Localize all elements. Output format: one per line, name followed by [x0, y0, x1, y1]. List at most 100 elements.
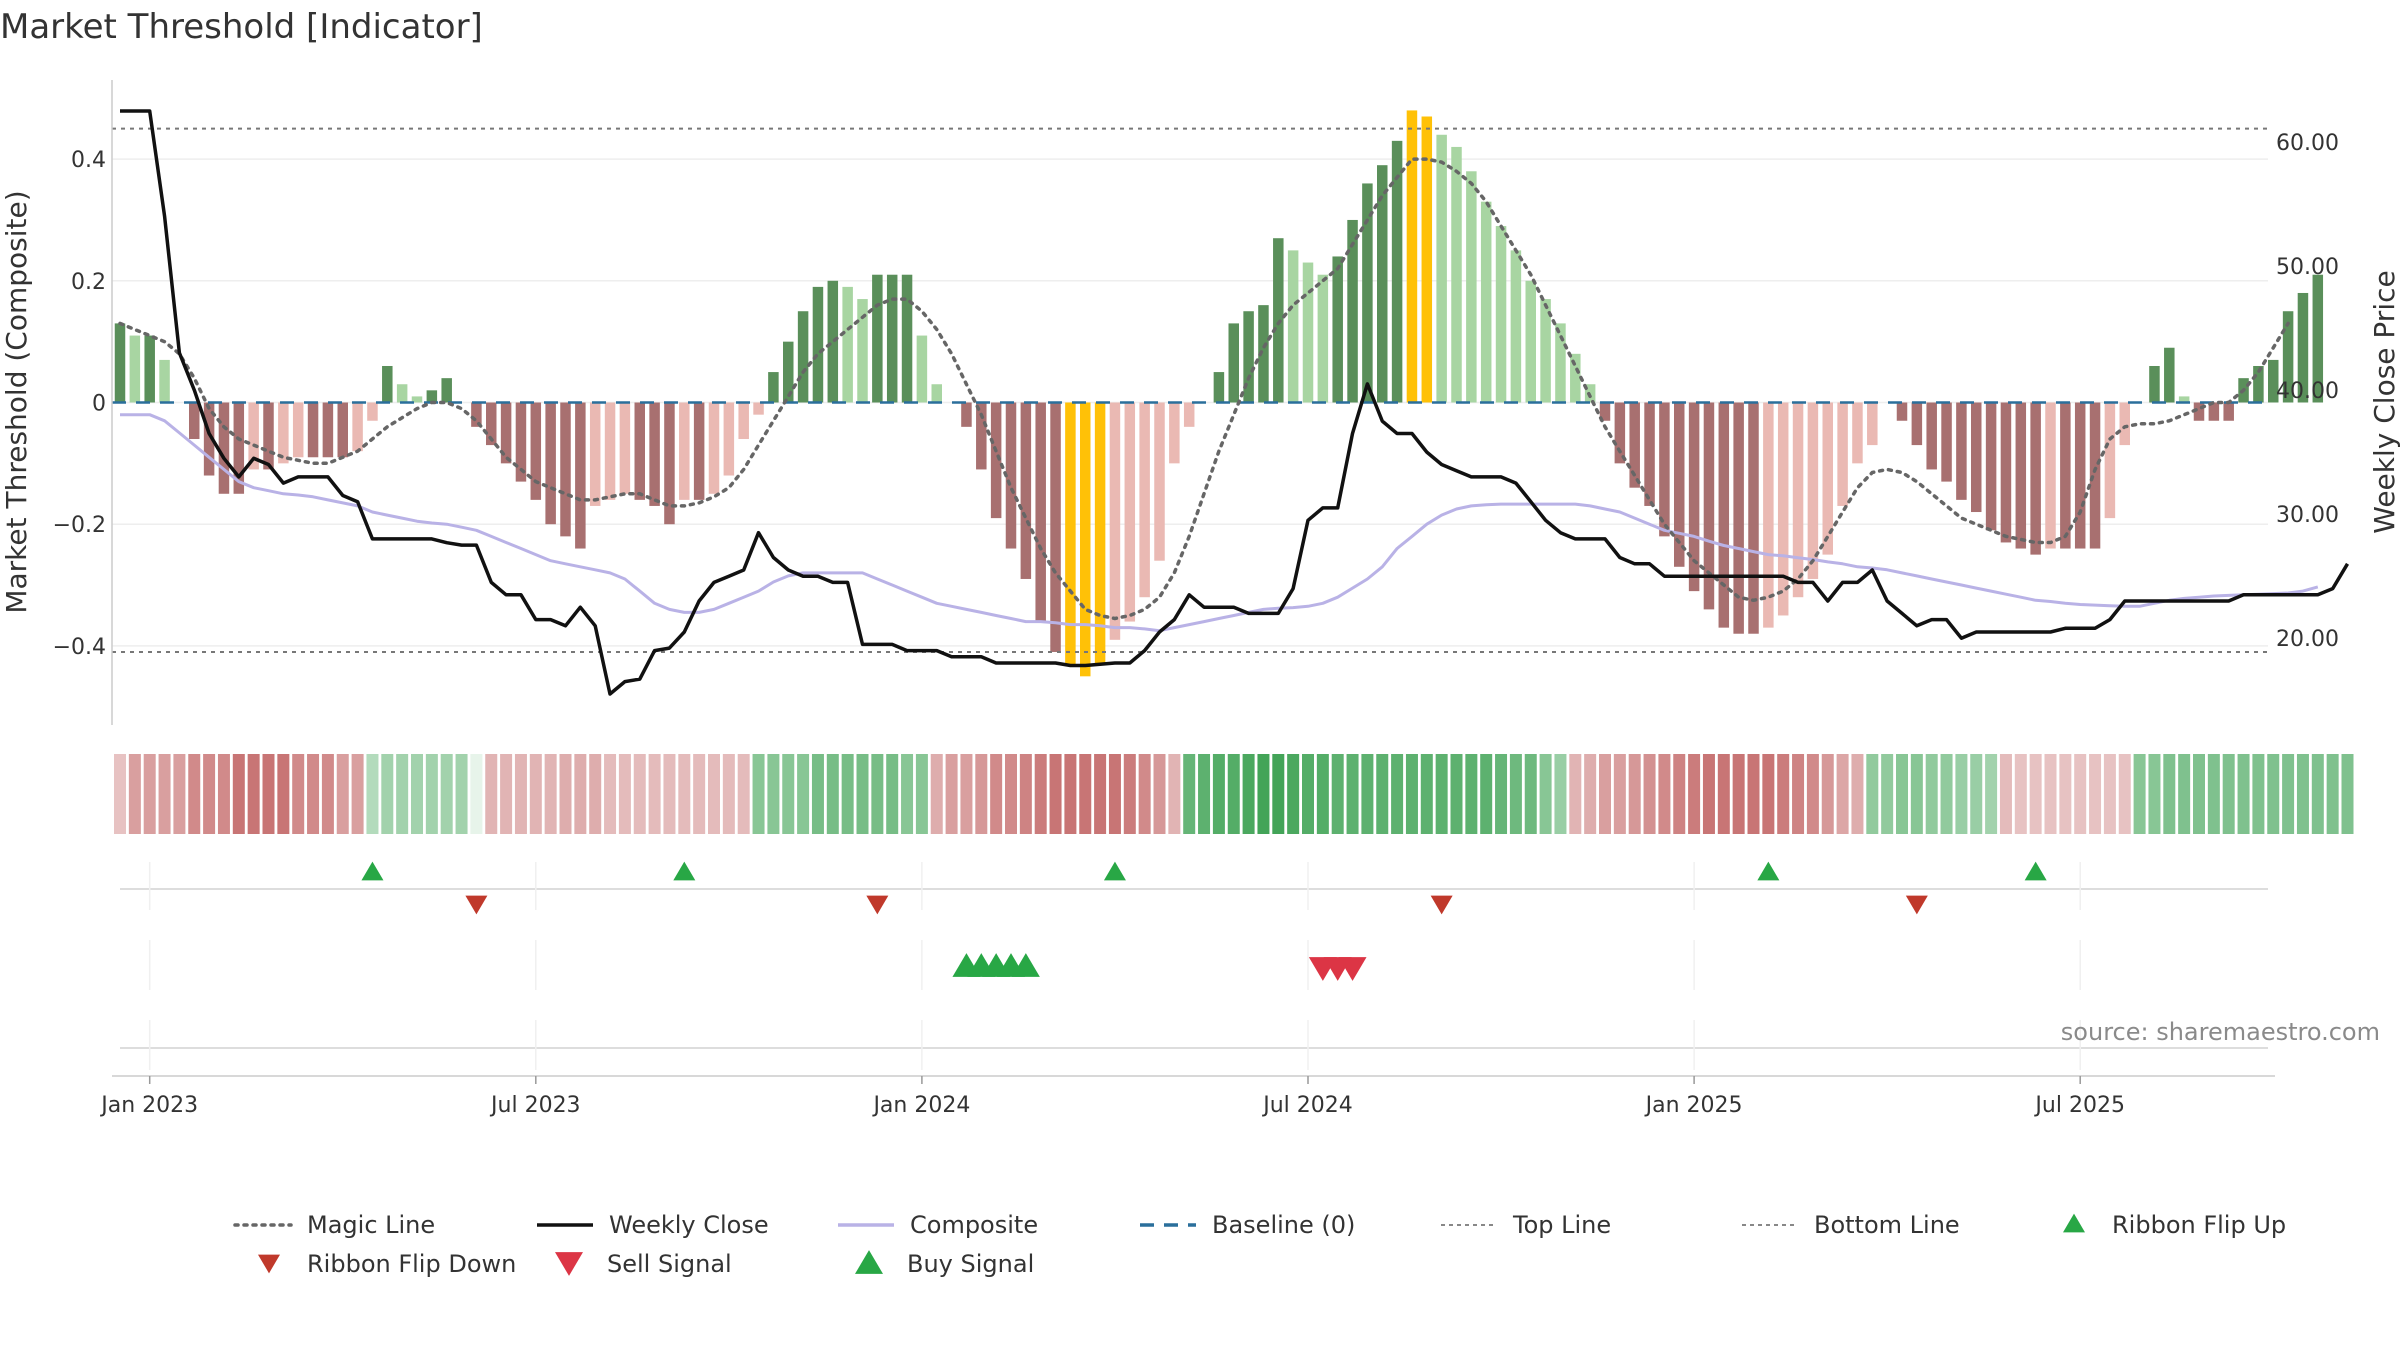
ribbon-cell: [1673, 754, 1686, 834]
magic-line: [118, 157, 2290, 621]
ribbon-cell: [336, 754, 349, 834]
ribbon-cell: [1688, 754, 1701, 834]
ribbon-cell: [1153, 754, 1166, 834]
ribbon-cell: [470, 754, 483, 834]
ribbon-cell: [1198, 754, 1211, 834]
histogram-bar: [1807, 402, 1819, 579]
histogram-bar: [1985, 402, 1997, 531]
ribbon-cell: [277, 754, 290, 834]
legend-label: Ribbon Flip Down: [307, 1250, 516, 1278]
ribbon-cell: [2133, 754, 2146, 834]
histogram-bars: [114, 110, 2324, 677]
histogram-bar: [1436, 134, 1447, 403]
ribbon-cell: [1005, 754, 1017, 834]
histogram-bar: [1822, 402, 1833, 555]
histogram-bar: [649, 402, 660, 506]
histogram-bar: [723, 402, 735, 476]
histogram-bar: [2164, 347, 2175, 403]
legend-item: Ribbon Flip Down: [258, 1250, 516, 1278]
ribbon-cell: [975, 754, 988, 834]
histogram-bar: [1287, 250, 1299, 403]
histogram-bar: [1421, 116, 1433, 403]
legend-swatch: [2063, 1213, 2085, 1233]
ribbon-cell: [2178, 754, 2191, 834]
histogram-bar: [396, 384, 408, 403]
ribbon-cell: [1584, 754, 1597, 834]
ribbon-cell: [1346, 754, 1359, 834]
ribbon-cell: [203, 754, 216, 834]
histogram-bar: [560, 402, 571, 537]
ribbon-flip-up-marker: [1757, 861, 1780, 881]
histogram-bar: [1971, 402, 1982, 513]
ribbon-cell: [1272, 754, 1285, 834]
histogram-bar: [1688, 402, 1700, 592]
histogram-bar: [2193, 402, 2205, 421]
x-tick-label: Jul 2025: [2033, 1093, 2125, 1118]
ribbon-cell: [485, 754, 498, 834]
histogram-bar: [1777, 402, 1789, 616]
ribbon-cell: [262, 754, 275, 834]
ribbon-cell: [633, 754, 646, 834]
right-axis-title: Weekly Close Price: [2368, 270, 2400, 533]
histogram-bar: [2104, 402, 2116, 519]
ribbon-cell: [1435, 754, 1448, 834]
ribbon-cell: [1183, 754, 1196, 834]
ribbon-cell: [1049, 754, 1062, 834]
ribbon-cell: [2074, 754, 2087, 834]
histogram-bar: [2074, 402, 2086, 549]
ribbon-cell: [307, 754, 320, 834]
ribbon-cell: [1792, 754, 1805, 834]
ribbon-cell: [1999, 754, 2012, 834]
histogram-bar: [1213, 372, 1225, 403]
histogram-bar: [263, 402, 274, 470]
histogram-bar: [248, 402, 259, 470]
x-tick-label: Jul 2024: [1261, 1093, 1353, 1118]
ribbon-cell: [1227, 754, 1240, 834]
legend-label: Weekly Close: [609, 1211, 769, 1239]
histogram-bar: [426, 390, 438, 403]
ribbon-cell: [396, 754, 409, 834]
histogram-bar: [2282, 311, 2294, 403]
sell-signal-marker: [1338, 957, 1367, 981]
ribbon-cell: [1287, 754, 1300, 834]
legend-item: Buy Signal: [855, 1250, 1034, 1278]
right-tick-label: 50.00: [2276, 255, 2339, 280]
ribbon-cell: [574, 754, 587, 834]
ribbon-cell: [128, 754, 141, 834]
ribbon-cell: [500, 754, 513, 834]
histogram-bar: [2178, 396, 2190, 403]
ribbon-cell: [604, 754, 617, 834]
ribbon-cell: [158, 754, 171, 834]
ribbon-cell: [247, 754, 260, 834]
ribbon-cell: [514, 754, 527, 834]
ribbon-cell: [321, 754, 334, 834]
ribbon-cell: [1613, 754, 1626, 834]
right-tick-label: 20.00: [2276, 627, 2339, 652]
x-tick-label: Jan 2023: [99, 1093, 198, 1118]
ribbon-cell: [292, 754, 305, 834]
histogram-bar: [2089, 402, 2101, 549]
ribbon-cell: [1465, 754, 1478, 834]
ribbon-cell: [1643, 754, 1656, 834]
histogram-bar: [144, 335, 155, 403]
ribbon-cell: [1866, 754, 1879, 834]
ribbon-cell: [1019, 754, 1032, 834]
x-tick-label: Jul 2023: [489, 1093, 581, 1118]
histogram-bar: [1644, 402, 1655, 506]
ribbon-cell: [826, 754, 839, 834]
ribbon-cell: [1212, 754, 1225, 834]
ribbon-cell: [1405, 754, 1418, 834]
histogram-bar: [218, 402, 230, 494]
ribbon-cell: [811, 754, 824, 834]
composite-line: [120, 413, 2319, 633]
ribbon-cell: [1450, 754, 1463, 834]
chart-title: Market Threshold [Indicator]: [0, 7, 483, 47]
ribbon-cell: [1777, 754, 1790, 834]
histogram-bar: [203, 402, 215, 476]
ribbon-cell: [990, 754, 1003, 834]
ribbon-cell: [2311, 754, 2324, 834]
histogram-bar: [189, 402, 200, 440]
histogram-bar: [1956, 402, 1967, 500]
left-axis-title: Market Threshold (Composite): [0, 190, 33, 613]
